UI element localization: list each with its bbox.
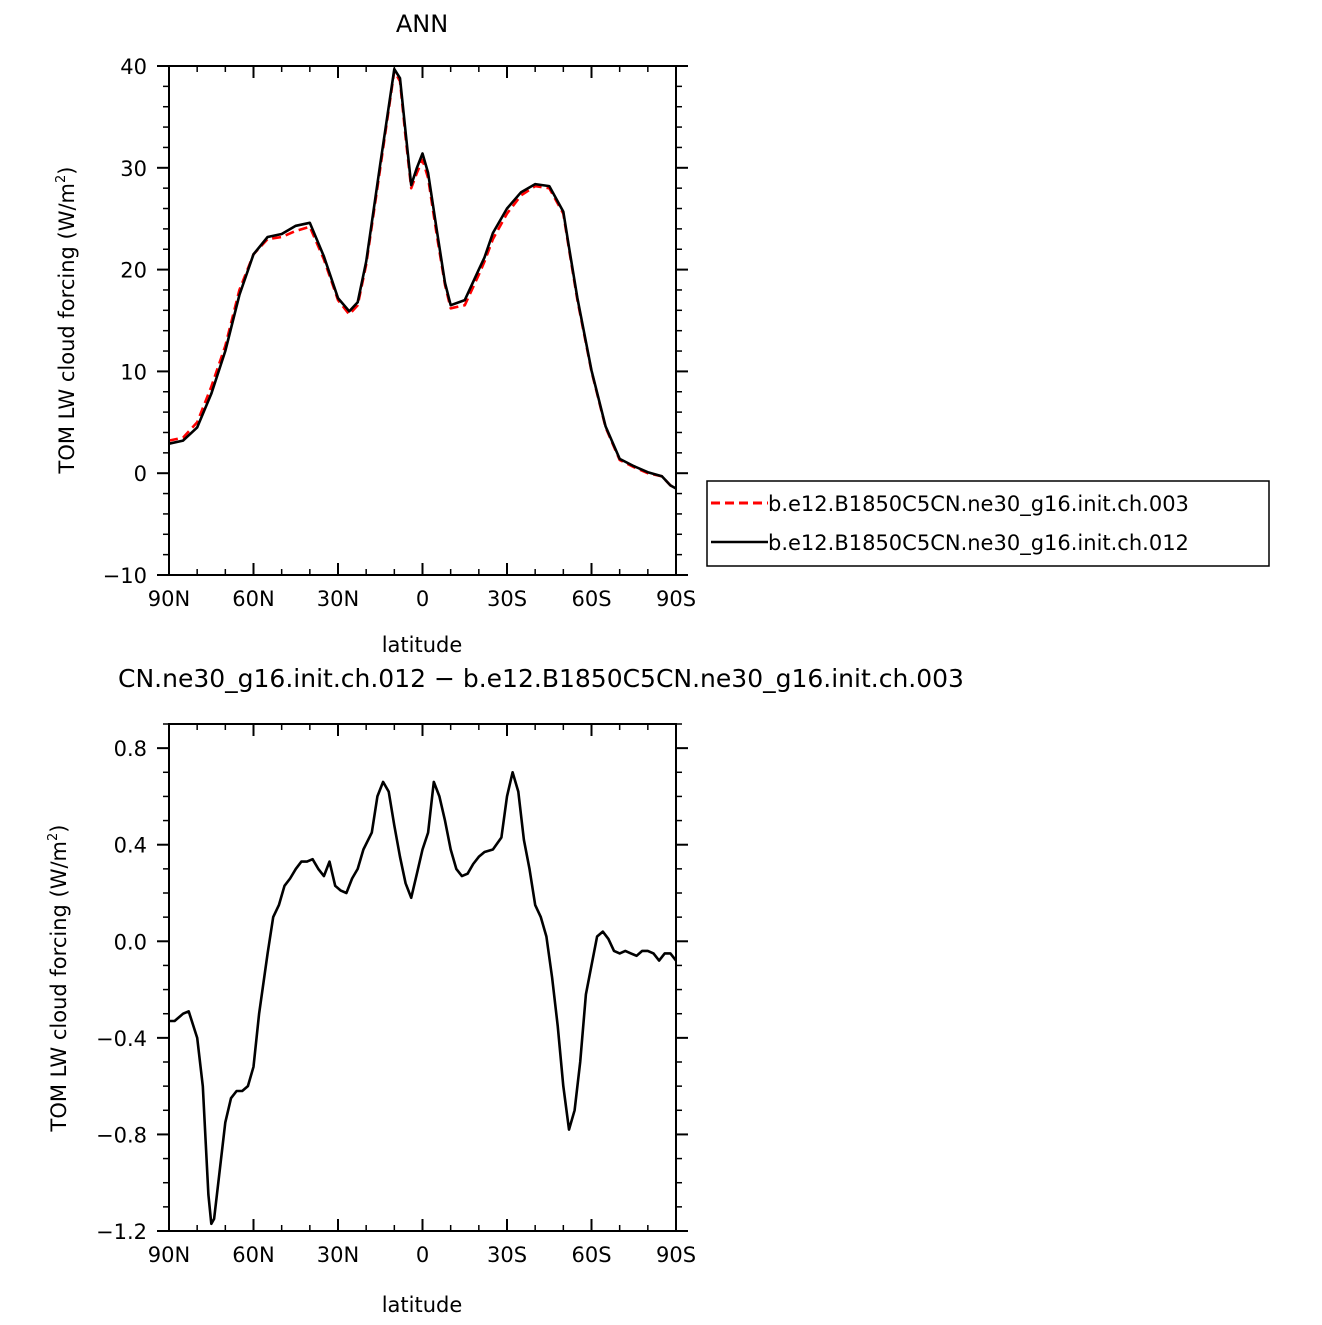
- panel-top: ANN 90N 60N 30N 0 30S 60S 90S −10 0 10 20 30 40 lati…: [54, 10, 1270, 657]
- x-tick-label: 60N: [232, 587, 274, 611]
- panel-bottom: CN.ne30_g16.init.ch.012 − b.e12.B1850C5C…: [46, 664, 964, 1317]
- x-tick-label: 30S: [487, 1243, 527, 1267]
- x-tick-label: 30S: [487, 587, 527, 611]
- plot-frame: [168, 65, 677, 576]
- series-line-0-1: [168, 67, 677, 490]
- x-tick-label: 60S: [571, 587, 611, 611]
- y-tick-label: 30: [120, 157, 147, 181]
- y-tick-label: 0: [134, 462, 147, 486]
- panel-top-title: ANN: [396, 10, 448, 38]
- x-tick-label: 90N: [148, 1243, 190, 1267]
- y-tick-label: 10: [120, 360, 147, 384]
- legend-box: [706, 480, 1270, 567]
- x-tick-label: 90S: [656, 587, 696, 611]
- x-tick-label: 90N: [148, 587, 190, 611]
- y-tick-label: 0.8: [114, 737, 147, 761]
- x-tick-label: 60S: [571, 1243, 611, 1267]
- x-tick-label: 90S: [656, 1243, 696, 1267]
- panel-bottom-plot-area: 90N 60N 30N 0 30S 60S 90S −1.2 −0.8 −0.4 0.0 0.4 0.8: [96, 723, 696, 1267]
- panel-top-plot-area: 90N 60N 30N 0 30S 60S 90S −10 0 10 20 30 40: [103, 55, 696, 611]
- x-tick-label: 0: [416, 1243, 429, 1267]
- x-tick-label: 0: [416, 587, 429, 611]
- y-tick-label: −0.4: [96, 1027, 147, 1051]
- panel-top-ylabel: TOM LW cloud forcing (W/m2): [54, 167, 79, 475]
- series-line-1-0: [169, 771, 678, 1226]
- panel-top-xlabel: latitude: [382, 633, 463, 657]
- y-tick-label: 40: [120, 55, 147, 79]
- x-tick-label: 30N: [317, 1243, 359, 1267]
- panel-bottom-ylabel: TOM LW cloud forcing (W/m2): [46, 825, 71, 1133]
- y-tick-label: −1.2: [96, 1220, 147, 1244]
- panel-bottom-title: CN.ne30_g16.init.ch.012 − b.e12.B1850C5C…: [118, 664, 964, 693]
- legend-label-003: b.e12.B1850C5CN.ne30_g16.init.ch.003: [768, 492, 1189, 517]
- y-tick-label: 0.4: [114, 834, 147, 858]
- y-tick-label: 20: [120, 259, 147, 283]
- legend-label-012: b.e12.B1850C5CN.ne30_g16.init.ch.012: [768, 531, 1189, 556]
- plot-frame: [168, 723, 677, 1232]
- y-tick-label: 0.0: [114, 930, 147, 954]
- y-tick-label: −10: [103, 564, 147, 588]
- x-tick-label: 30N: [317, 587, 359, 611]
- y-tick-label: −0.8: [96, 1123, 147, 1147]
- panel-bottom-xlabel: latitude: [382, 1293, 463, 1317]
- legend: b.e12.B1850C5CN.ne30_g16.init.ch.003 b.e…: [706, 480, 1270, 567]
- x-tick-label: 60N: [232, 1243, 274, 1267]
